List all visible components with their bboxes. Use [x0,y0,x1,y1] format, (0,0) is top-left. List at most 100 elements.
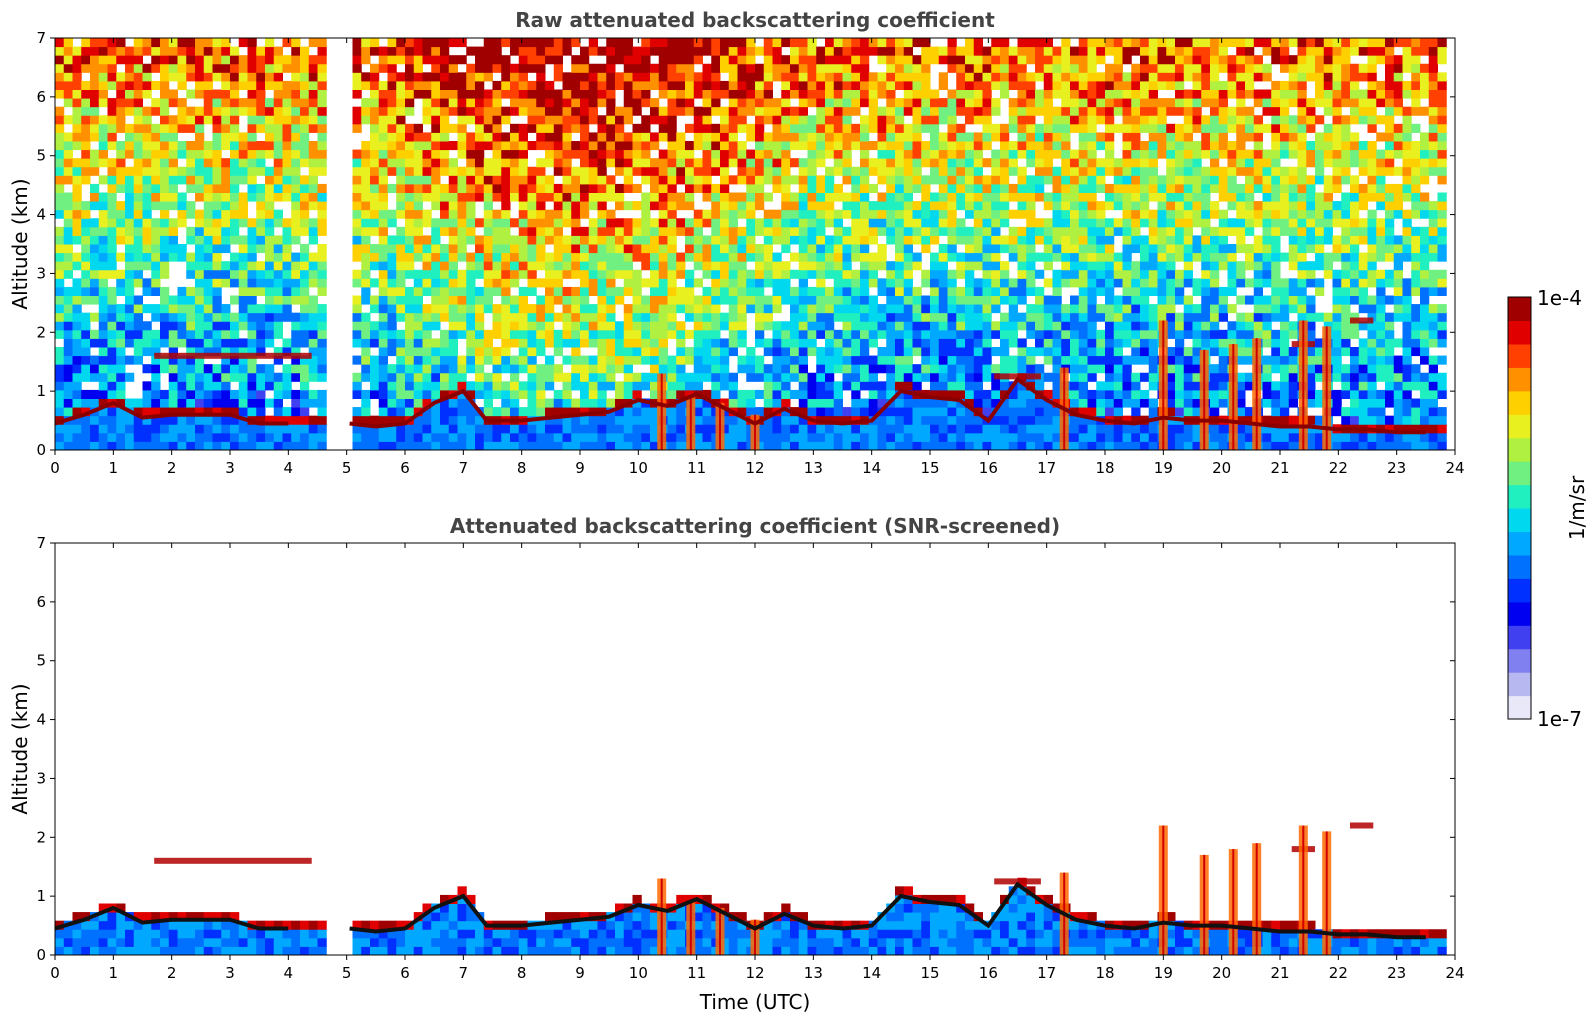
heatmap-cell [518,441,528,450]
heatmap-cell [1000,38,1010,48]
heatmap-cell [177,46,187,56]
heatmap-cell [606,347,616,357]
heatmap-cell [265,329,275,339]
heatmap-cell [291,201,301,211]
heatmap-cell [440,209,450,219]
heatmap-cell [956,226,966,236]
heatmap-cell [238,218,248,228]
heatmap-cell [973,304,983,314]
heatmap-cell [518,364,528,374]
heatmap-cell [492,106,502,116]
heatmap-cell [247,398,257,408]
heatmap-cell [1052,312,1062,322]
heatmap-cell [238,441,248,450]
heatmap-cell [457,398,467,408]
heatmap-cell [580,286,590,296]
heatmap-cell [886,424,896,434]
heatmap-cell [667,141,677,151]
heatmap-cell [632,295,642,305]
heatmap-cell [168,175,178,185]
heatmap-cell [1000,244,1010,254]
heatmap-cell [361,38,371,48]
heatmap-cell [370,218,380,228]
heatmap-cell [886,415,896,425]
heatmap-cell [195,295,205,305]
heatmap-cell [492,226,502,236]
heatmap-cell [536,123,546,133]
heatmap-cell [72,415,82,425]
heatmap-cell [492,372,502,382]
heatmap-cell [580,63,590,73]
heatmap-cell [851,355,861,365]
heatmap-cell [632,252,642,262]
heatmap-cell [116,389,126,399]
heatmap-cell [422,372,432,382]
heatmap-cell [501,235,511,245]
heatmap-cell [772,398,782,408]
heatmap-cell [641,55,651,65]
heatmap-cell [230,295,240,305]
heatmap-cell [597,329,607,339]
heatmap-cell [230,115,240,125]
heatmap-cell [868,389,878,399]
heatmap-cell [895,355,905,365]
heatmap-cell [247,441,257,450]
heatmap-cell [912,381,922,391]
heatmap-cell [877,166,887,176]
heatmap-cell [886,432,896,442]
heatmap-cell [151,183,161,193]
heatmap-cell [151,175,161,185]
heatmap-cell [361,295,371,305]
heatmap-cell [98,261,108,271]
heatmap-cell [553,72,563,82]
heatmap-cell [693,183,703,193]
heatmap-cell [230,312,240,322]
heatmap-cell [352,389,362,399]
heatmap-cell [396,115,406,125]
heatmap-cell [746,235,756,245]
heatmap-cell [798,372,808,382]
heatmap-cell [588,252,598,262]
heatmap-cell [746,80,756,90]
heatmap-cell [650,106,660,116]
heatmap-cell [728,372,738,382]
heatmap-cell [247,192,257,202]
heatmap-cell [212,175,222,185]
heatmap-cell [1078,432,1088,442]
heatmap-cell [938,407,948,417]
heatmap-cell [63,55,73,65]
heatmap-cell [90,89,100,99]
heatmap-cell [868,321,878,331]
heatmap-cell [1000,201,1010,211]
heatmap-cell [160,192,170,202]
heatmap-cell [1000,381,1010,391]
heatmap-cell [1070,63,1080,73]
heatmap-cell [501,321,511,331]
heatmap-cell [291,226,301,236]
heatmap-cell [527,175,537,185]
heatmap-cell [693,304,703,314]
heatmap-cell [816,218,826,228]
heatmap-cell [965,261,975,271]
heatmap-cell [142,72,152,82]
heatmap-cell [720,132,730,142]
heatmap-cell [510,407,520,417]
heatmap-cell [265,398,275,408]
heatmap-cell [370,46,380,56]
heatmap-cell [1061,106,1071,116]
heatmap-cell [518,123,528,133]
heatmap-cell [168,424,178,434]
heatmap-cell [72,304,82,314]
heatmap-cell [81,89,91,99]
heatmap-cell [142,80,152,90]
heatmap-cell [816,235,826,245]
heatmap-cell [728,321,738,331]
heatmap-cell [763,218,773,228]
heatmap-cell [623,63,633,73]
heatmap-cell [291,278,301,288]
heatmap-cell [868,329,878,339]
heatmap-cell [195,106,205,116]
heatmap-cell [860,166,870,176]
heatmap-cell [405,364,415,374]
heatmap-cell [597,209,607,219]
